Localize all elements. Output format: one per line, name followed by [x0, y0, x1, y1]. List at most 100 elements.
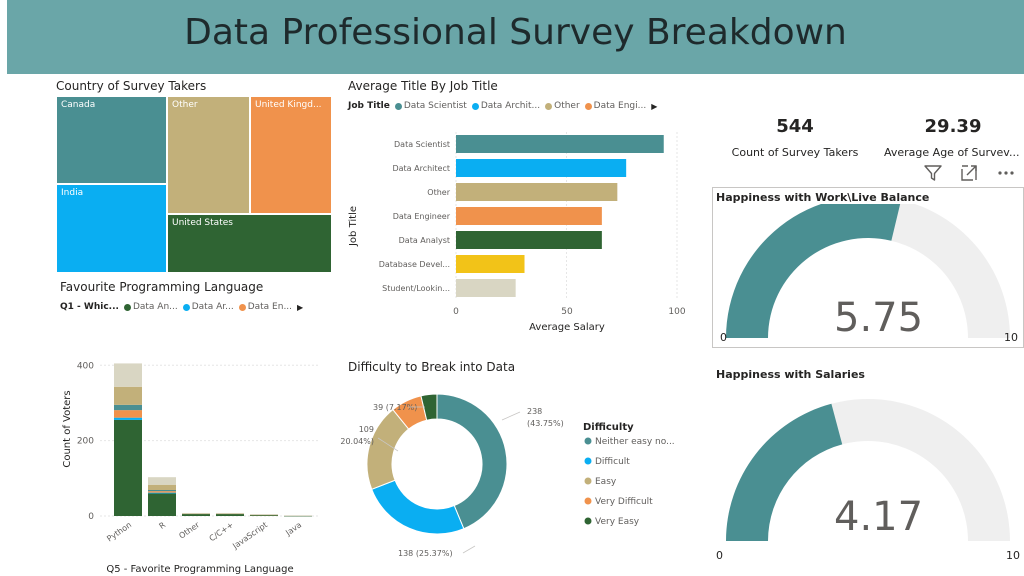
column-segment: [148, 491, 176, 493]
legend-title: Job Title: [348, 101, 390, 111]
bar-data-scientist: [456, 135, 664, 153]
legend-dot: [238, 303, 246, 311]
callout-leader-line: [377, 437, 399, 452]
column-segment: [250, 514, 278, 516]
donut-callout-label: 109: [359, 425, 374, 434]
legend-item[interactable]: Data En...: [238, 302, 293, 312]
category-label: Data Analyst: [399, 236, 450, 245]
treemap-tile-united-kingdom[interactable]: United Kingd...: [250, 96, 332, 214]
donut-slice-difficult: [371, 479, 465, 535]
gauge-fill: [726, 204, 901, 338]
gauge-min-label: 0: [716, 549, 723, 562]
difficulty-donut-chart: 238 (43.75%) 138 (25.37%) 109 (20.04%) 39 (7.…: [340, 393, 675, 558]
legend-item[interactable]: Data An...: [123, 302, 178, 312]
category-label: Database Devel...: [379, 260, 450, 269]
column-segment: [114, 410, 142, 418]
more-options-icon[interactable]: [996, 163, 1016, 183]
column-segment: [148, 484, 176, 491]
legend-label: Very Easy: [595, 517, 640, 527]
donut-slice-very-easy: [420, 393, 438, 421]
callout-leader-line: [501, 411, 521, 421]
column-segment: [148, 477, 176, 485]
treemap-tile-india[interactable]: India: [56, 184, 167, 273]
category-labels: Data Scientist Data Architect Other Data En…: [379, 140, 451, 293]
column-segment: [182, 512, 210, 514]
bars: [456, 135, 664, 297]
filter-icon[interactable]: [923, 163, 943, 183]
legend-item[interactable]: Data Scientist: [394, 101, 467, 111]
gauge-title: Happiness with Salaries: [716, 368, 865, 381]
category-label: Data Engineer: [393, 212, 451, 221]
category-labels: Python R Other C/C++JavaScript Java: [105, 520, 303, 551]
legend-next-arrow-icon[interactable]: ▶: [651, 101, 658, 111]
count-value: 544: [776, 116, 814, 137]
bar-data-analyst: [456, 231, 602, 249]
column-segment: [216, 512, 244, 514]
difficulty-legend: Neither easy no... Difficult Easy Very Diff…: [584, 437, 675, 527]
donut-callout-label: 238: [527, 407, 542, 416]
donut-slices: [366, 393, 508, 535]
legend-next-arrow-icon[interactable]: ▶: [297, 302, 304, 312]
gauge-title: Happiness with Work\Live Balance: [716, 191, 930, 204]
legend-dot: [584, 457, 592, 465]
focus-mode-icon[interactable]: [959, 163, 979, 183]
callout-leader-line: [462, 545, 476, 554]
bar-data-architect: [456, 159, 627, 177]
gauge-max-label: 10: [1004, 331, 1018, 344]
bar-student-lookin-: [456, 279, 516, 297]
legend-item[interactable]: Data Archit...: [471, 101, 541, 111]
category-label: C/C++: [208, 520, 236, 543]
donut-callouts: 238 (43.75%) 138 (25.37%) 109 (20.04%) 39 (7.…: [340, 403, 564, 558]
gauge-value: 5.75: [834, 295, 924, 341]
gauge-min-label: 0: [720, 331, 727, 344]
legend-item[interactable]: Data Ar...: [182, 302, 234, 312]
legend-dot: [584, 102, 592, 110]
legend-label: Data Scientist: [403, 101, 467, 111]
donut-callout-label: 39 (7.17%): [373, 403, 417, 412]
treemap-tile-canada[interactable]: Canada: [56, 96, 167, 184]
x-tick-label: 100: [668, 307, 685, 317]
category-label: Python: [105, 520, 133, 543]
legend-item[interactable]: Data Engi...: [584, 101, 647, 111]
bar-database-devel-: [456, 255, 525, 273]
job-salary-chart-title: Average Title By Job Title: [348, 79, 498, 93]
job-salary-legend: Job Title Data Scientist Data Archit... …: [348, 101, 657, 111]
legend-dot: [123, 303, 131, 311]
category-label: JavaScript: [230, 520, 269, 551]
legend-label: Other: [554, 101, 580, 111]
language-stacked-column-chart: Count of Voters 0 200 400 Python R Other C/…: [62, 361, 318, 575]
gauge-value: 4.17: [834, 494, 924, 540]
category-label: Other: [177, 520, 201, 541]
category-label: R: [157, 520, 167, 531]
legend-label: Data En...: [247, 302, 293, 312]
y-tick-label: 0: [88, 512, 94, 522]
y-axis-title: Job Title: [348, 206, 359, 247]
legend-title: Difficulty: [583, 422, 634, 433]
legend-label: Data An...: [132, 302, 178, 312]
legend-dot: [584, 437, 592, 445]
category-label: Data Scientist: [394, 140, 450, 149]
x-axis-title: Average Salary: [529, 322, 605, 333]
column-segment: [114, 363, 142, 387]
y-tick-label: 400: [77, 361, 94, 371]
legend-label: Data Engi...: [593, 101, 647, 111]
treemap-tile-other[interactable]: Other: [167, 96, 250, 214]
treemap-tile-united-states[interactable]: United States: [167, 214, 332, 273]
column-segment: [114, 419, 142, 516]
donut-callout-label: 138 (25.37%): [398, 549, 453, 558]
language-chart-title: Favourite Programming Language: [60, 280, 264, 294]
gauge-max-label: 10: [1006, 549, 1020, 562]
x-axis-title: Q5 - Favorite Programming Language: [106, 564, 293, 575]
donut-callout-label: (43.75%): [527, 419, 564, 428]
title-banner: Data Professional Survey Breakdown: [7, 0, 1024, 74]
category-label: Java: [283, 520, 303, 538]
salary-happiness-gauge: [726, 399, 1010, 541]
legend-dot: [394, 102, 402, 110]
category-label: Other: [427, 188, 450, 197]
legend-label: Data Archit...: [480, 101, 541, 111]
legend-item[interactable]: Other: [545, 101, 580, 111]
y-axis-title: Count of Voters: [62, 390, 73, 467]
legend-dot: [584, 517, 592, 525]
column-segment: [148, 492, 176, 494]
column-segment: [216, 513, 244, 516]
